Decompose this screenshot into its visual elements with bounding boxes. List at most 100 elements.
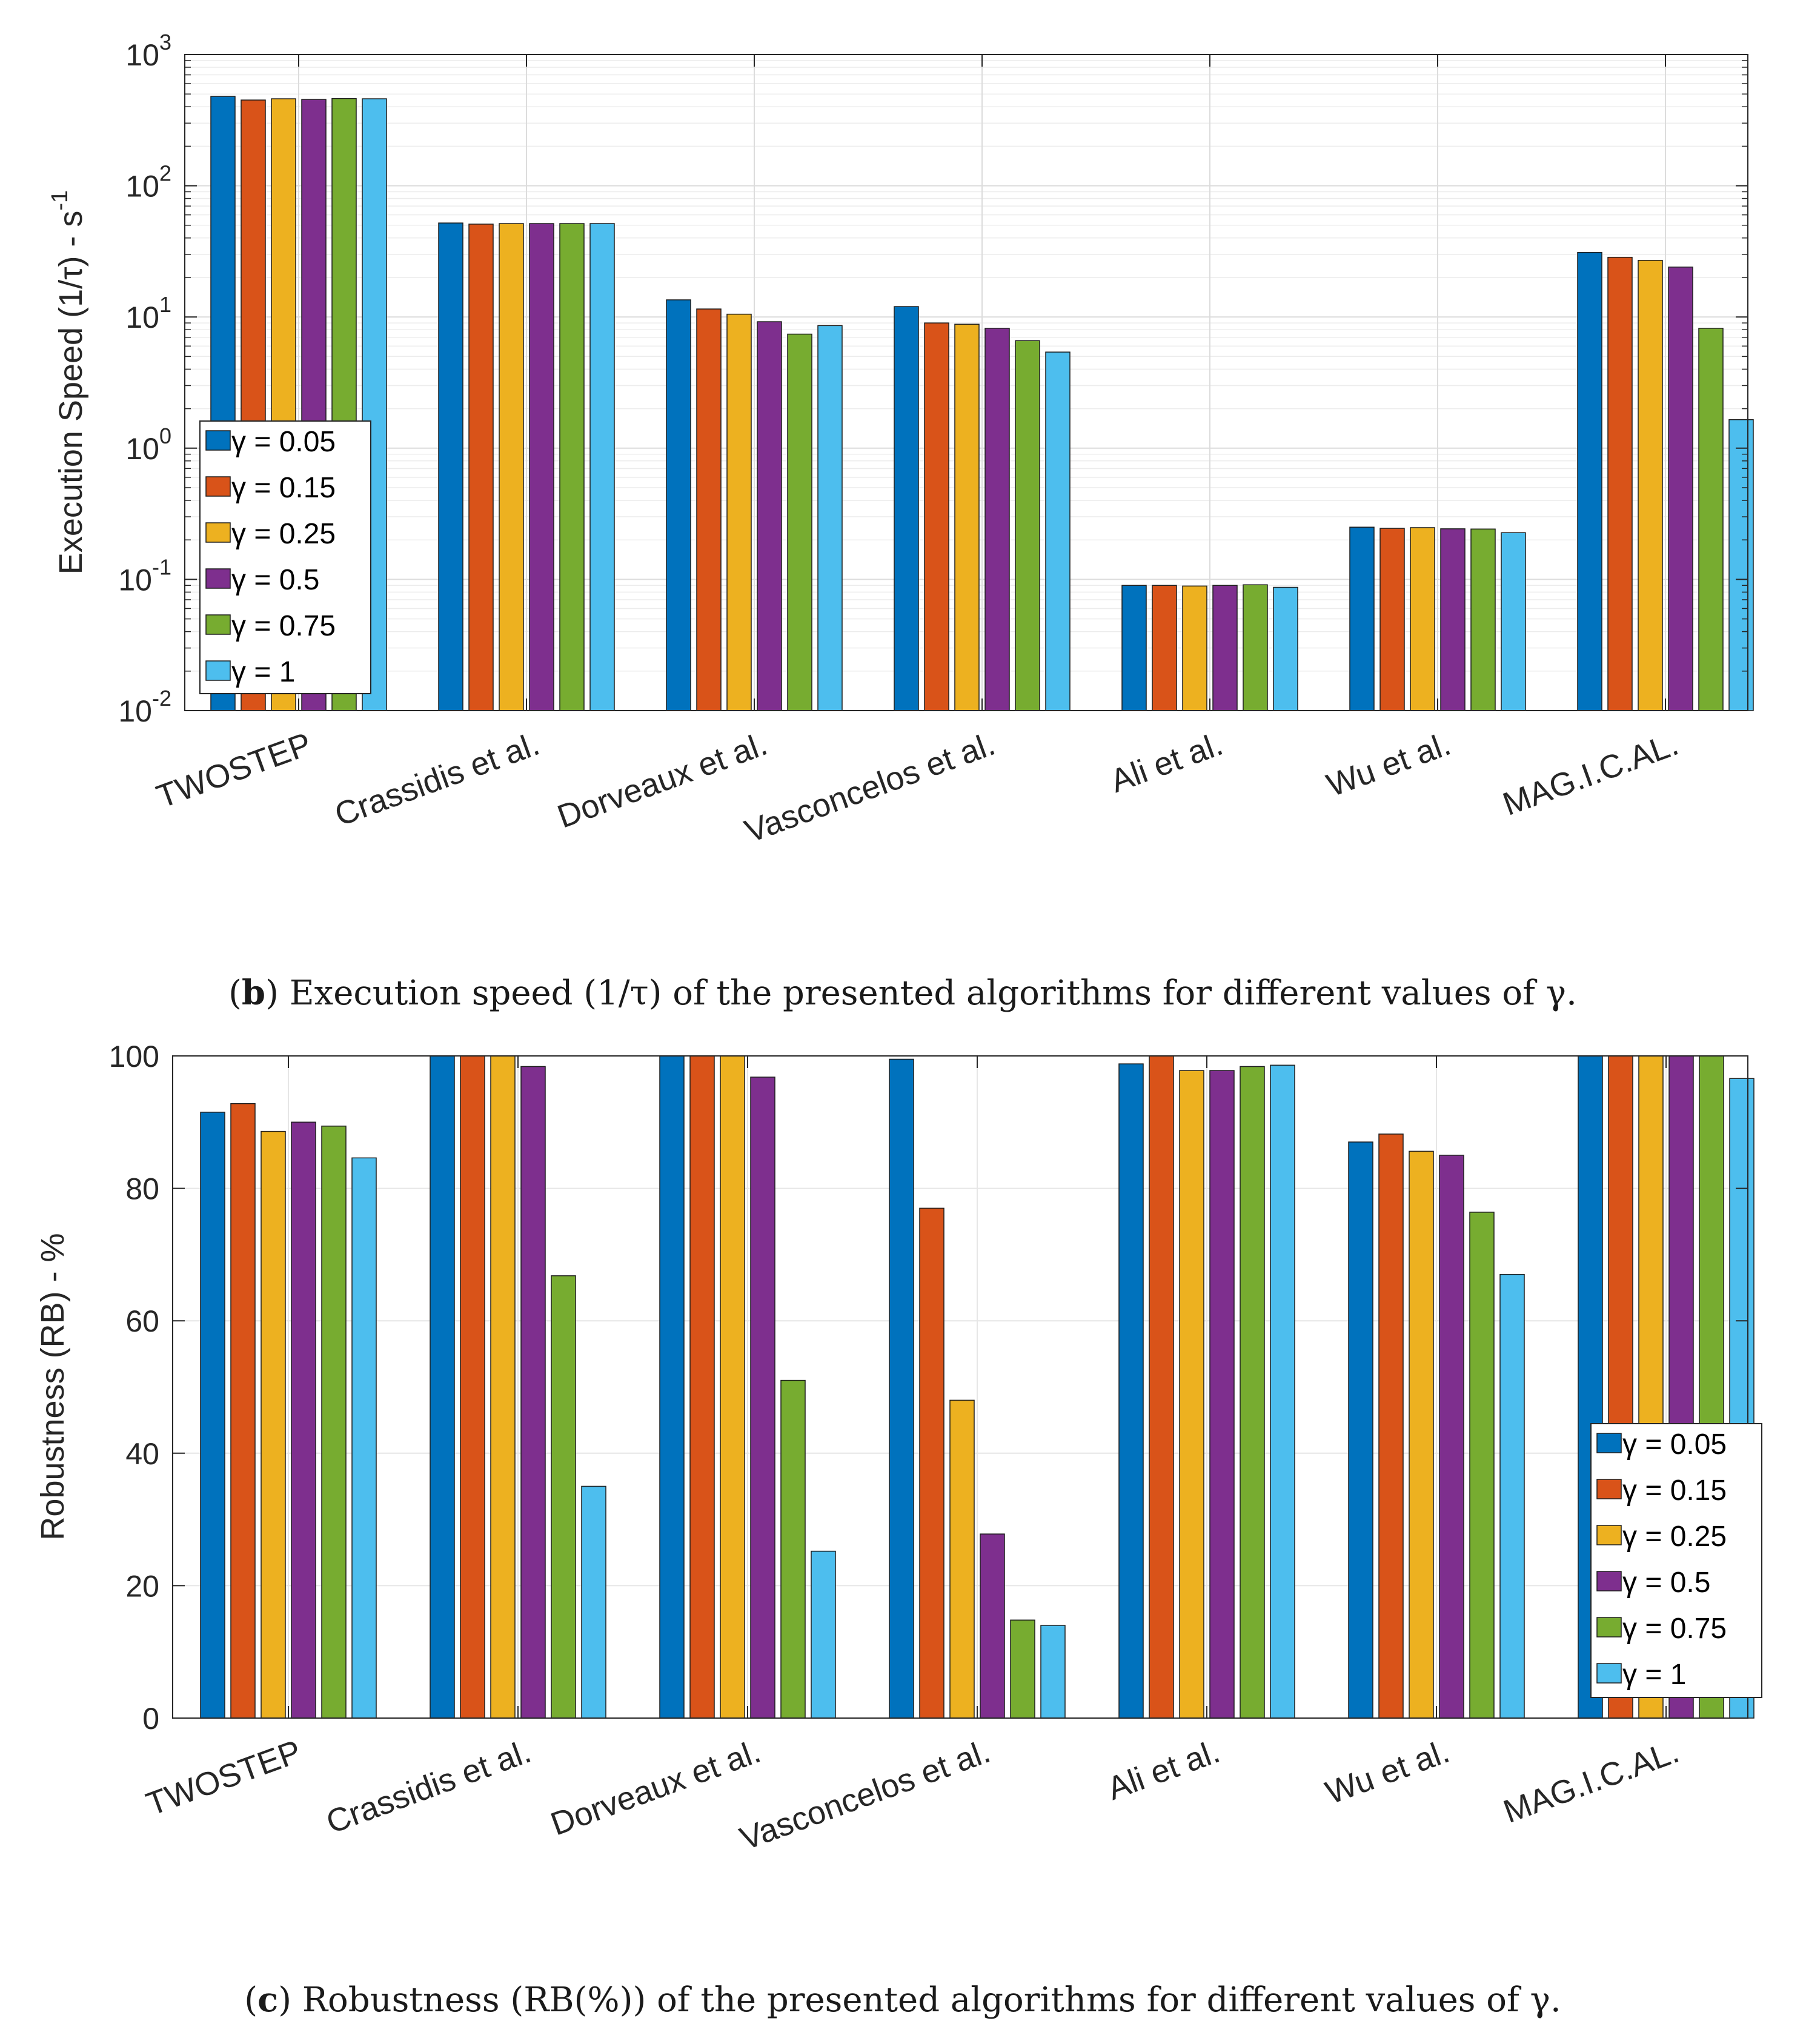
y-ticks-c: 0 20 40 60 80 100	[109, 1040, 1748, 1736]
legend-swatch	[205, 660, 231, 681]
legend-swatch	[205, 522, 231, 543]
caption-c: (c) Robustness (RB(%)) of the presented …	[244, 1980, 1561, 2020]
bar	[1410, 527, 1435, 711]
bar	[1348, 1141, 1373, 1719]
legend-swatch	[1596, 1525, 1622, 1545]
bar	[666, 299, 691, 711]
bar	[1015, 340, 1040, 711]
plot-frame-b	[184, 54, 1748, 711]
legend-swatch	[205, 614, 231, 635]
bar	[1045, 351, 1071, 711]
bar	[696, 308, 722, 711]
bar	[1121, 585, 1147, 711]
bar	[1469, 1212, 1495, 1719]
bar	[1270, 1064, 1295, 1719]
legend-swatch	[205, 568, 231, 589]
legend-label: γ = 1	[231, 656, 295, 688]
legend-swatch	[1596, 1433, 1622, 1453]
legend-label: γ = 0.75	[231, 610, 336, 642]
bar	[490, 1055, 516, 1719]
y-tick-label: 103	[125, 30, 171, 72]
bar	[949, 1399, 975, 1719]
bar	[689, 1055, 715, 1719]
bars-b	[210, 96, 1754, 711]
bar	[811, 1550, 836, 1719]
legend-label: γ = 0.15	[231, 472, 336, 504]
y-tick-label: 60	[125, 1304, 159, 1338]
bar	[1668, 267, 1693, 711]
bar	[321, 1126, 347, 1719]
bar	[1638, 260, 1663, 711]
legend-swatch	[1596, 1479, 1622, 1499]
bar	[1040, 1625, 1066, 1719]
y-axis-label-b: Execution Speed (1/τ) - s-1	[47, 190, 89, 574]
bar	[559, 223, 585, 711]
bar	[1243, 584, 1268, 711]
bar	[529, 223, 554, 711]
bar	[659, 1055, 685, 1719]
bar	[919, 1207, 944, 1719]
legend-label: γ = 0.5	[1622, 1567, 1710, 1599]
bar	[1378, 1133, 1404, 1719]
y-ticks-b: 10-2 10-1 100 101 102 103	[118, 30, 1748, 728]
legend-swatch	[205, 476, 231, 497]
bar	[589, 223, 615, 711]
plot-frame-c	[172, 1055, 1748, 1719]
bar	[1698, 328, 1724, 711]
bar	[1182, 585, 1207, 711]
bar	[757, 321, 782, 711]
bar	[1179, 1070, 1204, 1719]
bar	[230, 1103, 256, 1719]
legend-swatch	[1596, 1617, 1622, 1638]
caption-b: (b) Execution speed (1/τ) of the present…	[228, 973, 1577, 1013]
bar	[817, 325, 843, 711]
bar	[1409, 1150, 1434, 1719]
bar	[1607, 256, 1633, 711]
bar	[200, 1112, 225, 1719]
bar	[261, 1130, 286, 1719]
bar	[889, 1058, 914, 1719]
bar	[1209, 1070, 1235, 1719]
y-axis-label-c: Robustness (RB) - %	[35, 1233, 71, 1540]
bar	[720, 1055, 745, 1719]
bar	[1273, 586, 1298, 711]
bar	[726, 313, 752, 711]
legend-label: γ = 0.25	[1622, 1521, 1727, 1553]
y-tick-label: 101	[125, 292, 171, 334]
legend-c: γ = 0.05 γ = 0.15 γ = 0.25 γ = 0.5 γ = 0.75 γ…	[1590, 1423, 1762, 1698]
y-tick-label: 20	[125, 1569, 159, 1603]
bar	[1499, 1273, 1525, 1719]
y-tick-label: 10-2	[118, 686, 171, 728]
y-tick-label: 100	[125, 423, 171, 466]
bar	[1439, 1155, 1464, 1719]
y-tick-label: 102	[125, 161, 171, 204]
legend-swatch	[1596, 1663, 1622, 1684]
bar	[984, 328, 1010, 711]
legend-label: γ = 0.05	[1622, 1428, 1727, 1461]
legend-label: γ = 1	[1622, 1659, 1686, 1691]
bar	[894, 306, 919, 711]
bar	[581, 1485, 606, 1719]
bar	[1728, 419, 1754, 711]
bar	[438, 222, 463, 711]
legend-label: γ = 0.15	[1622, 1475, 1727, 1507]
bar	[1379, 528, 1405, 711]
bar	[1577, 252, 1602, 711]
bar	[980, 1533, 1005, 1719]
bar	[787, 333, 812, 711]
bar	[1118, 1063, 1144, 1719]
bar	[468, 224, 494, 711]
bar	[924, 322, 949, 711]
y-tick-label: 40	[125, 1437, 159, 1471]
legend-swatch	[205, 430, 231, 451]
bar	[780, 1379, 806, 1719]
y-tick-label: 10-1	[118, 554, 171, 597]
legend-label: γ = 0.05	[231, 426, 336, 458]
bar	[1152, 585, 1177, 711]
bar	[430, 1055, 455, 1719]
bar	[1501, 532, 1526, 711]
legend-label: γ = 0.5	[231, 564, 319, 596]
bar	[499, 223, 524, 711]
legend-label: γ = 0.25	[231, 518, 336, 550]
